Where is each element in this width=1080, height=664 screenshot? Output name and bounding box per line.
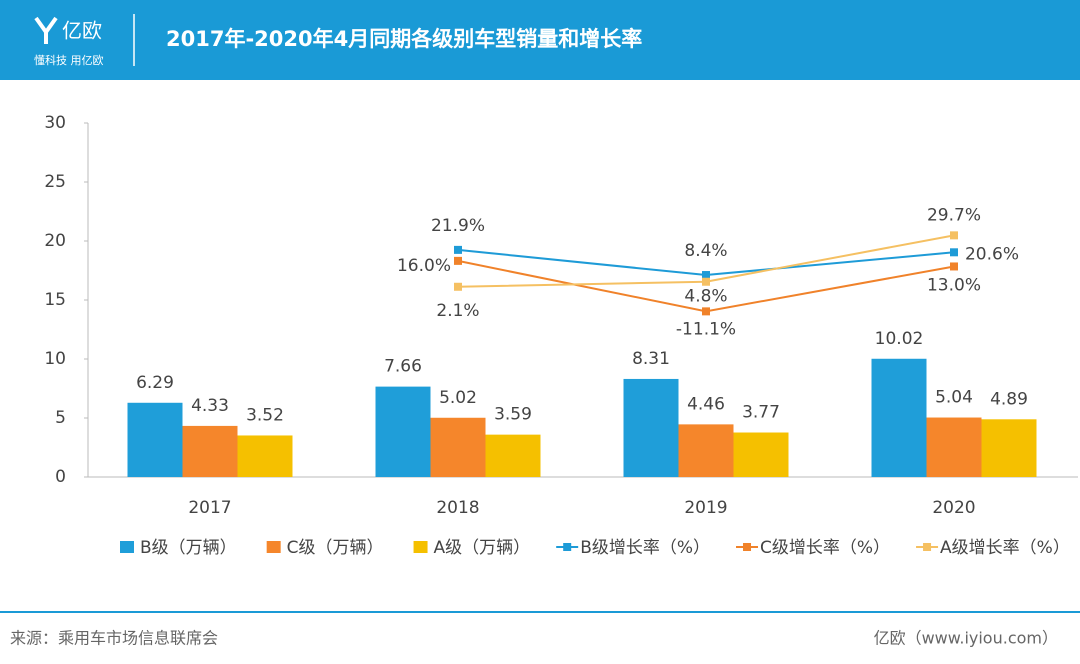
bar-label: 4.33: [191, 396, 229, 416]
logo: 亿欧: [62, 19, 102, 43]
bar-label: 10.02: [875, 329, 924, 349]
legend-swatch: [743, 543, 752, 551]
line-label: 8.4%: [684, 241, 727, 261]
x-tick-label: 2018: [436, 498, 479, 518]
slogan: 懂科技 用亿欧: [34, 53, 104, 67]
y-tick-label: 5: [55, 408, 66, 428]
legend-label: B级增长率（%）: [580, 538, 710, 558]
bar-label: 5.04: [935, 388, 973, 408]
x-tick-label: 2017: [188, 498, 231, 518]
bar: [430, 417, 486, 477]
bar: [127, 402, 183, 477]
bar: [485, 434, 541, 477]
bar-label: 4.89: [990, 389, 1028, 409]
bar-label: 7.66: [384, 357, 422, 377]
line-marker: [950, 231, 958, 240]
line-label: 20.6%: [965, 244, 1019, 264]
bar-label: 4.46: [687, 394, 725, 414]
bar: [375, 386, 431, 477]
line-marker: [950, 262, 958, 271]
legend-swatch: [923, 543, 932, 551]
legend-swatch: [120, 541, 134, 553]
bar: [733, 432, 789, 477]
legend-label: A级（万辆）: [434, 538, 531, 558]
line-marker: [454, 282, 462, 291]
y-tick-label: 10: [44, 349, 66, 369]
line-label: 16.0%: [397, 256, 451, 276]
line-marker: [454, 245, 462, 254]
y-tick-label: 25: [44, 172, 66, 192]
y-tick-label: 0: [55, 467, 66, 487]
bar-label: 3.59: [494, 405, 532, 425]
line-label: -11.1%: [676, 319, 736, 339]
legend-label: B级（万辆）: [140, 538, 237, 558]
legend-label: C级增长率（%）: [760, 538, 890, 558]
chart-title: 2017年-2020年4月同期各级别车型销量和增长率: [166, 27, 642, 51]
y-tick-label: 20: [44, 231, 66, 251]
line-label: 2.1%: [436, 301, 479, 321]
line-marker: [702, 271, 710, 280]
y-tick-label: 15: [44, 290, 66, 310]
bar: [623, 378, 679, 477]
bar: [182, 425, 238, 477]
bar-label: 6.29: [136, 373, 174, 393]
legend-swatch: [563, 543, 572, 551]
legend-label: C级（万辆）: [287, 538, 384, 558]
line-marker: [454, 256, 462, 265]
line-label: 29.7%: [927, 205, 981, 225]
header-band: [0, 0, 1080, 80]
bar: [926, 417, 982, 477]
legend-swatch: [413, 541, 428, 553]
line-label: 4.8%: [684, 287, 727, 307]
line-marker: [702, 307, 710, 316]
x-tick-label: 2020: [932, 498, 975, 518]
line-marker: [702, 277, 710, 286]
bar-label: 3.77: [742, 403, 780, 423]
logo-icon: [34, 16, 58, 44]
bar-label: 5.02: [439, 388, 477, 408]
bar: [678, 424, 734, 477]
bar: [237, 435, 293, 477]
bar: [871, 358, 927, 477]
line-label: 13.0%: [927, 275, 981, 295]
x-tick-label: 2019: [684, 498, 727, 518]
y-tick-label: 30: [44, 113, 66, 133]
legend-label: A级增长率（%）: [940, 538, 1070, 558]
line-marker: [950, 248, 958, 257]
line-label: 21.9%: [431, 216, 485, 236]
bar: [981, 419, 1037, 477]
source: 来源：乘用车市场信息联席会: [10, 629, 218, 648]
brand: 亿欧（www.iyiou.com）: [874, 629, 1058, 648]
bar-label: 3.52: [246, 405, 284, 425]
legend-swatch: [266, 541, 281, 553]
bar-label: 8.31: [632, 349, 670, 369]
